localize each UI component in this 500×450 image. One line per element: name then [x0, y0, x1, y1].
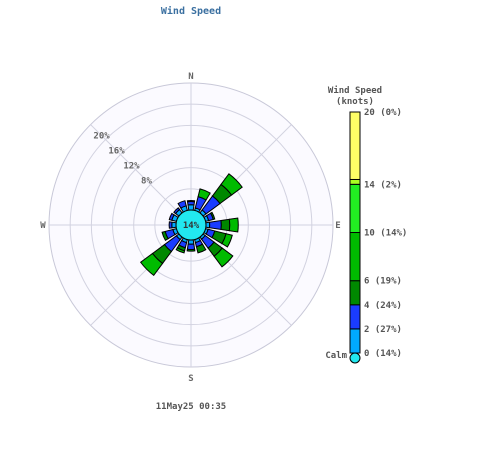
chart-title: Wind Speed: [161, 5, 221, 17]
legend-label: 2 (27%): [364, 325, 402, 335]
radial-tick-label: 16%: [108, 147, 125, 157]
radial-tick-label: 20%: [93, 132, 110, 142]
legend-swatch: [349, 304, 361, 330]
radial-tick-label: 12%: [123, 161, 140, 171]
radial-tick-labels: 8%12% 16% 20%: [93, 132, 152, 187]
grid-spoke: [90, 124, 181, 215]
wind-sector-bar: [221, 233, 233, 248]
legend-swatch: [349, 183, 361, 234]
wind-sector-bar: [186, 199, 196, 203]
wind-sector-bar: [139, 252, 164, 277]
legend-calm-label: Calm: [325, 351, 347, 361]
wind-sector-bar: [213, 247, 234, 268]
wind-sector-bar: [197, 188, 211, 201]
legend-label: 4 (24%): [364, 301, 402, 311]
wind-sector-bar: [208, 219, 222, 231]
wind-sector-bar: [186, 248, 196, 252]
compass-north: N: [188, 72, 193, 82]
speed-legend: 0 (14%) 2 (27%) 4 (24%) 6 (19%) 10 (14%) 14 (…: [349, 108, 407, 359]
compass-south: S: [188, 374, 193, 384]
legend-swatch: [349, 232, 361, 282]
wind-sector-bar: [177, 200, 187, 209]
compass-west: W: [40, 221, 46, 231]
wind-sector-bar: [173, 207, 181, 215]
legend-label: 14 (2%): [364, 180, 402, 190]
wind-sector-bar: [161, 230, 169, 242]
calm-percentage: 14%: [183, 221, 200, 231]
wind-sector-bar: [228, 217, 239, 233]
legend-swatch: [349, 111, 361, 180]
timestamp: 11May25 00:35: [156, 402, 226, 412]
compass-east: E: [335, 221, 340, 231]
legend-label: 6 (19%): [364, 277, 402, 287]
radial-tick-label: 8%: [141, 176, 152, 186]
legend-unit: (knots): [336, 97, 374, 107]
wind-sector-bar: [168, 221, 173, 229]
legend-label: 20 (0%): [364, 108, 402, 118]
legend-calm-marker: [349, 352, 361, 364]
wind-sector-bar: [186, 243, 196, 251]
legend-label: 10 (14%): [364, 229, 407, 239]
wind-sector-bar: [209, 211, 216, 221]
wind-sector-bar: [187, 204, 195, 211]
legend-swatch: [349, 328, 361, 354]
wind-sector-bar: [168, 212, 175, 221]
calm-circle: [175, 209, 207, 241]
wind-sector-bar: [220, 218, 231, 232]
wind-sector-bar: [195, 243, 207, 254]
legend-swatch: [349, 280, 361, 306]
wind-sector-bar: [220, 173, 243, 196]
legend-label: 0 (14%): [364, 349, 402, 359]
legend-title: Wind Speed: [328, 85, 382, 96]
wind-sector-bar: [175, 247, 186, 254]
